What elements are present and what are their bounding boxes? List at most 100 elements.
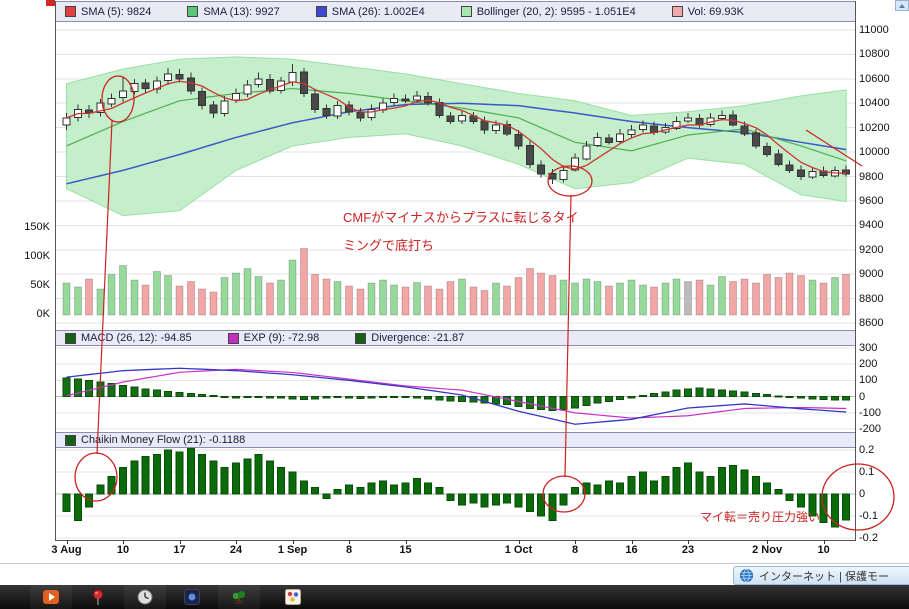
legend-label: MACD (26, 12): -94.85 xyxy=(81,332,192,344)
taskbar-button-1[interactable] xyxy=(30,585,72,609)
legend-swatch xyxy=(65,332,76,344)
x-axis-tick xyxy=(236,540,237,544)
x-axis-tick xyxy=(767,540,769,544)
taskbar-button-2[interactable] xyxy=(77,585,119,609)
price-axis-label: 9000 xyxy=(859,268,884,281)
x-axis-tick xyxy=(631,540,633,544)
legend-swatch xyxy=(315,6,327,17)
taskbar-button-4[interactable] xyxy=(171,585,213,609)
macd-axis-label: -100 xyxy=(859,406,882,419)
price-axis-label: 10600 xyxy=(859,72,890,85)
volume-axis-label: 0K xyxy=(36,308,50,320)
pushpin-icon xyxy=(93,589,103,605)
orange-app-icon xyxy=(43,590,59,604)
legend-price: SMA (5): 9824 SMA (13): 9927 SMA (26): 1.0… xyxy=(55,1,855,22)
x-axis-tick xyxy=(66,540,68,544)
price-axis-label: 8800 xyxy=(859,292,884,305)
plot-right-border xyxy=(855,1,856,540)
x-axis-label: 16 xyxy=(625,544,638,556)
taskbar xyxy=(0,585,909,609)
x-axis-label: 1 Sep xyxy=(277,544,308,556)
price-axis-label: 9400 xyxy=(859,219,884,232)
x-axis-tick xyxy=(823,540,825,544)
cmf-axis-label: 0.2 xyxy=(859,443,875,456)
price-axis-label: 10000 xyxy=(859,146,890,159)
cmf-chart-canvas xyxy=(55,447,855,539)
legend-item: Chaikin Money Flow (21): -0.1188 xyxy=(65,434,245,446)
status-zone-text: インターネット | 保護モー xyxy=(759,570,889,583)
legend-item: EXP (9): -72.98 xyxy=(227,332,320,344)
price-axis-label: 10400 xyxy=(859,97,890,110)
legend-swatch xyxy=(187,6,199,17)
x-axis-tick xyxy=(349,540,350,544)
x-axis-label: 15 xyxy=(399,544,412,556)
legend-label: Vol: 69.93K xyxy=(687,5,744,18)
x-axis-label: 1 Oct xyxy=(504,544,533,556)
legend-swatch xyxy=(671,6,683,17)
status-bar: インターネット | 保護モー xyxy=(0,563,909,586)
price-chart-canvas xyxy=(55,29,855,324)
taskbar-button-5[interactable] xyxy=(218,585,260,609)
x-axis-label: 2 Nov xyxy=(752,544,783,556)
price-axis-label: 8600 xyxy=(859,317,884,330)
price-chart-panel[interactable] xyxy=(55,23,855,330)
x-axis-label: 10 xyxy=(817,544,830,556)
x-axis-label: 24 xyxy=(229,544,243,556)
taskbar-button-6[interactable] xyxy=(272,585,314,609)
red-corner-mark xyxy=(46,0,55,6)
x-axis-label: 17 xyxy=(173,544,186,556)
x-axis-tick xyxy=(688,540,689,544)
legend-item: Bollinger (20, 2): 9595 - 1.051E4 xyxy=(460,6,636,18)
cmf-axis-label: 0 xyxy=(859,488,866,500)
macd-axis-label: 0 xyxy=(859,390,866,403)
volume-axis-label: 100K xyxy=(24,250,50,262)
cmf-chart-panel[interactable] xyxy=(55,447,855,540)
legend-label: SMA (13): 9927 xyxy=(203,5,280,18)
legend-swatch xyxy=(65,434,76,446)
dark-app-icon xyxy=(184,589,200,605)
plot-left-border xyxy=(55,1,56,540)
x-axis-tick xyxy=(292,540,294,544)
legend-item: Vol: 69.93K xyxy=(671,5,744,18)
legend-swatch xyxy=(355,332,367,344)
legend-item: SMA (13): 9927 xyxy=(187,5,280,18)
internet-zone-indicator[interactable]: インターネット | 保護モー xyxy=(733,566,909,585)
scrollbar-up-stub[interactable] xyxy=(895,0,909,11)
paint-app-icon xyxy=(285,589,301,605)
legend-swatch xyxy=(227,332,239,344)
bonsai-plant-icon xyxy=(232,590,246,604)
legend-cmf: Chaikin Money Flow (21): -0.1188 xyxy=(55,432,855,448)
legend-swatch xyxy=(65,6,76,17)
x-axis-tick xyxy=(405,540,407,544)
legend-item: MACD (26, 12): -94.85 xyxy=(65,332,192,344)
x-axis-tick xyxy=(518,540,520,544)
macd-axis-label: 100 xyxy=(859,374,878,387)
legend-item: SMA (26): 1.002E4 xyxy=(315,6,425,18)
legend-item: SMA (5): 9824 xyxy=(65,6,151,18)
x-axis-label: 3 Aug xyxy=(51,544,82,556)
legend-item: Divergence: -21.87 xyxy=(355,332,464,344)
cmf-axis-label: 0.1 xyxy=(859,465,875,478)
macd-axis-label: 200 xyxy=(859,358,878,371)
price-axis-label: 9600 xyxy=(859,194,884,207)
price-axis-label: 10800 xyxy=(859,48,890,61)
legend-label: Divergence: -21.87 xyxy=(371,332,465,344)
legend-label: Chaikin Money Flow (21): -0.1188 xyxy=(81,434,246,446)
x-axis-tick xyxy=(575,540,576,544)
cmf-axis-label: -0.2 xyxy=(859,532,878,545)
legend-label: SMA (5): 9824 xyxy=(81,5,152,18)
macd-axis-label: 300 xyxy=(859,341,878,354)
taskbar-button-3[interactable] xyxy=(124,585,166,609)
price-axis-label: 9800 xyxy=(859,170,884,183)
x-axis-label: 8 xyxy=(571,544,579,556)
x-axis-label: 8 xyxy=(345,544,353,556)
macd-chart-canvas xyxy=(55,347,855,430)
clock-icon xyxy=(137,589,153,605)
globe-icon xyxy=(740,569,753,582)
legend-label: EXP (9): -72.98 xyxy=(243,332,320,344)
x-axis-label: 23 xyxy=(681,544,695,556)
x-axis-line xyxy=(55,540,856,541)
macd-chart-panel[interactable] xyxy=(55,346,855,432)
cmf-axis-label: -0.1 xyxy=(859,510,878,522)
